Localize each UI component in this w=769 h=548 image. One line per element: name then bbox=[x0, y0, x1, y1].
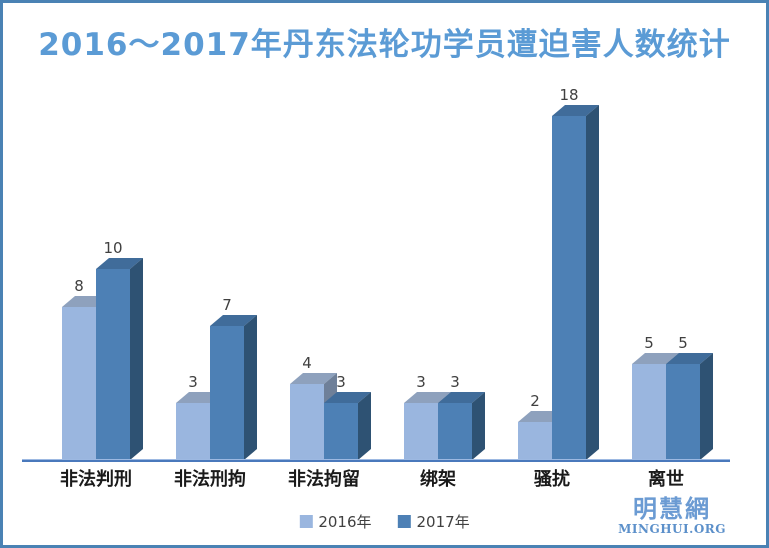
bar-value-label: 3 bbox=[336, 373, 346, 391]
bar-front-2016 bbox=[62, 307, 96, 460]
category-label: 非法拘留 bbox=[288, 469, 360, 490]
bar-top-2016 bbox=[404, 392, 451, 403]
bar-top-2017 bbox=[666, 353, 713, 364]
bar-top-2016 bbox=[176, 392, 223, 403]
watermark-logo: 明慧網 bbox=[633, 495, 712, 523]
bar-value-label: 5 bbox=[678, 334, 688, 352]
bar-value-label: 7 bbox=[222, 296, 232, 314]
category-label: 离世 bbox=[648, 469, 684, 490]
legend-swatch-2016 bbox=[299, 515, 313, 528]
bar-side-2017 bbox=[130, 258, 143, 460]
bar-front-2017 bbox=[438, 403, 472, 460]
bar-value-label: 2 bbox=[530, 392, 540, 410]
bar-front-2016 bbox=[176, 403, 210, 460]
watermark-site: MINGHUI.ORG bbox=[618, 522, 726, 536]
bar-front-2017 bbox=[96, 269, 130, 460]
legend-swatch-2017 bbox=[397, 515, 411, 528]
watermark: 明慧網 MINGHUI.ORG bbox=[618, 497, 726, 535]
bar-front-2017 bbox=[210, 326, 244, 460]
bar-top-2016 bbox=[518, 411, 565, 422]
bar-top-2017 bbox=[324, 392, 371, 403]
chart-title: 2016～2017年丹东法轮功学员遭迫害人数统计 bbox=[38, 27, 731, 63]
bar-value-label: 18 bbox=[559, 86, 579, 104]
bar-front-2016 bbox=[290, 384, 324, 460]
bar-front-2016 bbox=[404, 403, 438, 460]
bar-top-2017 bbox=[210, 315, 257, 326]
bar-top-2017 bbox=[96, 258, 143, 269]
legend-item-2017: 2017年 bbox=[397, 511, 470, 532]
bar-value-label: 4 bbox=[302, 354, 312, 372]
bar-top-2016 bbox=[62, 296, 109, 307]
legend-label-2017: 2017年 bbox=[416, 513, 470, 531]
bar-value-label: 3 bbox=[416, 373, 426, 391]
bar-value-label: 5 bbox=[644, 334, 654, 352]
bar-side-2017 bbox=[472, 392, 485, 460]
bar-front-2017 bbox=[666, 364, 700, 460]
bar-top-2016 bbox=[290, 373, 337, 384]
bar-side-2017 bbox=[358, 392, 371, 460]
bar-front-2016 bbox=[518, 422, 552, 460]
bar-top-2017 bbox=[552, 105, 599, 116]
category-label: 非法刑拘 bbox=[174, 469, 246, 490]
bar-side-2017 bbox=[244, 315, 257, 460]
bar-top-2017 bbox=[438, 392, 485, 403]
x-axis-line bbox=[22, 459, 730, 462]
bar-side-2017 bbox=[586, 105, 599, 460]
category-label: 绑架 bbox=[420, 469, 456, 490]
plot-area: 8 10 非法判刑 3 7 非法刑拘 4 3 非法拘留 3 3 绑架 2 18 骚扰 5 5 离世 bbox=[3, 3, 766, 545]
bar-front-2016 bbox=[632, 364, 666, 460]
legend-label-2016: 2016年 bbox=[318, 513, 372, 531]
bar-front-2017 bbox=[324, 403, 358, 460]
bar-front-2017 bbox=[552, 116, 586, 460]
bar-value-label: 10 bbox=[103, 239, 123, 257]
legend-item-2016: 2016年 bbox=[299, 511, 372, 532]
bar-top-2016 bbox=[632, 353, 679, 364]
bar-value-label: 3 bbox=[450, 373, 460, 391]
legend: 2016年 2017年 bbox=[299, 511, 470, 532]
bar-side-2017 bbox=[700, 353, 713, 460]
category-label: 骚扰 bbox=[534, 469, 570, 490]
bar-value-label: 3 bbox=[188, 373, 198, 391]
category-label: 非法判刑 bbox=[60, 469, 132, 490]
bar-value-label: 8 bbox=[74, 277, 84, 295]
